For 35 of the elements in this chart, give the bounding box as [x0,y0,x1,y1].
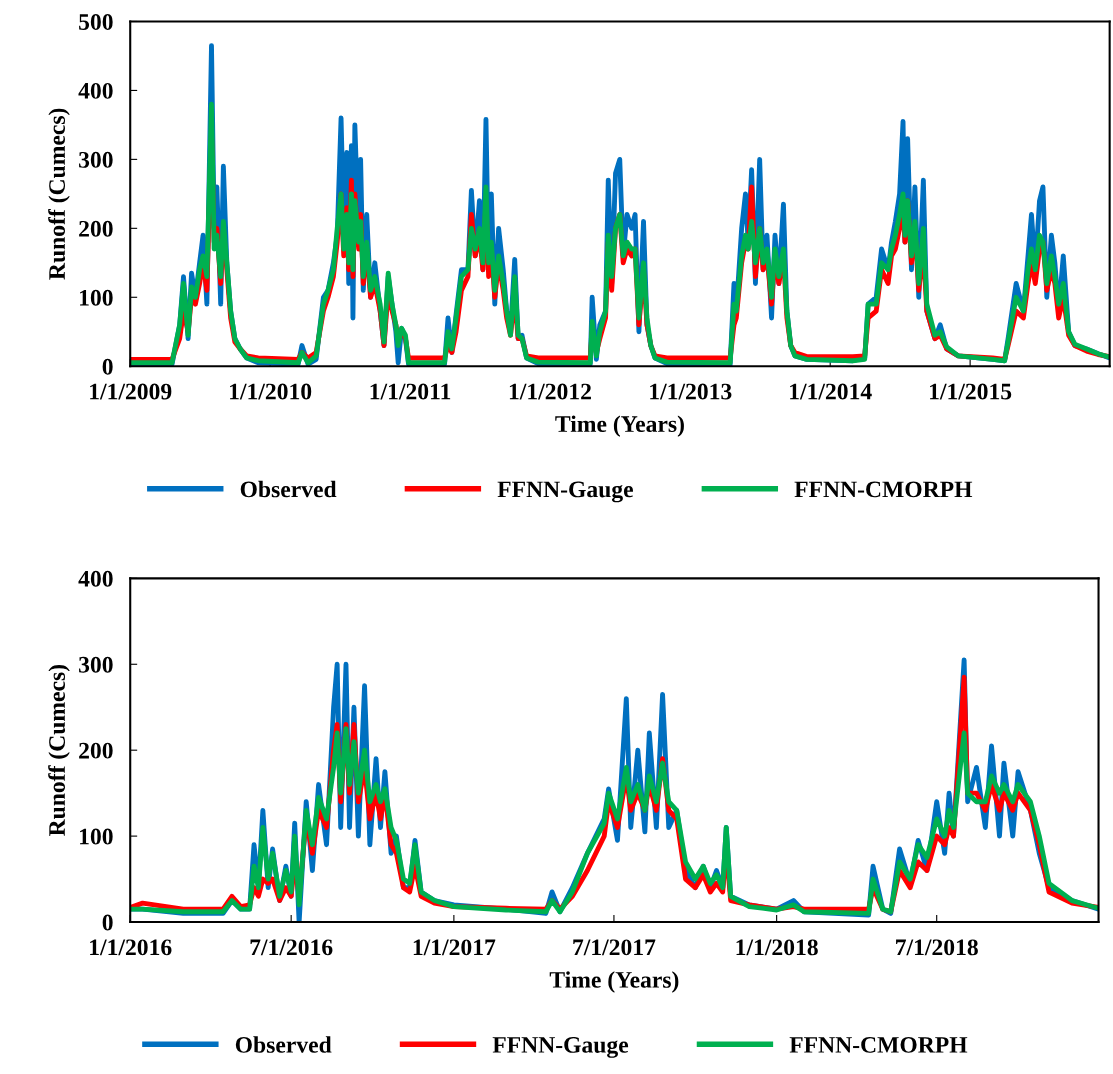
y-tick-label: 0 [102,914,113,931]
y-tick-label: 200 [79,220,113,237]
x-tick-label: 7/1/2018 [896,939,978,956]
y-tick-label: 400 [78,82,113,99]
x-tick-label: 1/1/2018 [736,939,818,956]
x-tick-label: 1/1/2010 [230,383,312,400]
x-tick-label: 1/1/2016 [90,939,172,956]
x-tick-label: 1/1/2014 [790,383,872,400]
x-tick-label: 1/1/2017 [413,939,496,956]
y-tick-label: 300 [79,656,113,673]
y-tick-label: 300 [79,151,113,168]
x-axis-title: Time (Years) [555,415,684,437]
x-tick-label: 7/1/2017 [573,939,656,956]
x-tick-label: 1/1/2011 [370,383,451,400]
y-tick-label: 0 [102,358,113,375]
x-axis-title: Time (Years) [549,971,679,993]
legend-label: FFNN-CMORPH [789,1036,968,1053]
y-tick-label: 400 [78,570,113,587]
legend-label: Observed [240,480,337,498]
y-tick-label: 100 [80,289,113,306]
x-tick-label: 7/1/2016 [250,939,333,956]
legend-label: FFNN-CMORPH [794,481,973,498]
x-tick-label: 1/1/2013 [650,383,732,400]
legend-label: FFNN-Gauge [492,1036,629,1058]
y-tick-label: 500 [79,13,113,30]
legend-label: Observed [235,1036,332,1053]
line-series [130,726,1099,916]
legend-label: FFNN-Gauge [497,481,633,503]
y-tick-label: 100 [80,828,113,845]
x-tick-label: 1/1/2012 [509,383,591,400]
y-axis-title: Runoff (Cumecs) [48,108,70,280]
x-tick-label: 1/1/2015 [930,383,1012,400]
x-tick-label: 1/1/2009 [90,383,172,400]
y-tick-label: 200 [79,742,113,759]
y-axis-title: Runoff (Cumecs) [48,664,70,837]
